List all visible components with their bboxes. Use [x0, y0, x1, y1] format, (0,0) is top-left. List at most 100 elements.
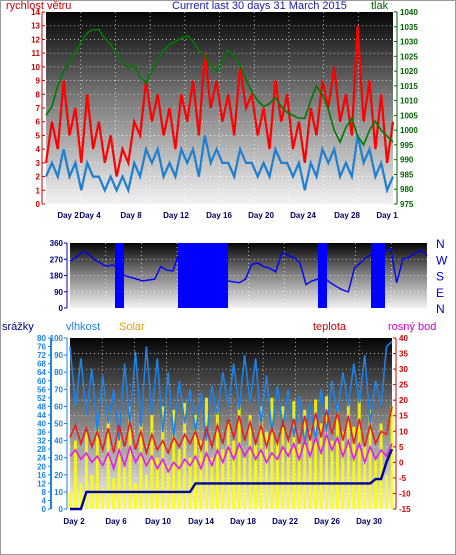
- vlhkost-tick-label: 70: [54, 385, 63, 394]
- solar-bar: [341, 432, 345, 509]
- srazky-tick-label: 12: [37, 479, 46, 488]
- solar-bar: [73, 440, 77, 509]
- day-tick-label: Day 12: [163, 211, 189, 220]
- solar-bar: [188, 457, 192, 509]
- pressure-tick-label: 1030: [400, 38, 418, 47]
- srazky-tick-label: 48: [37, 402, 46, 411]
- compass-label: N: [436, 302, 445, 316]
- srazky-tick-label: 80: [37, 334, 46, 343]
- vlhkost-tick-label: 10: [54, 488, 63, 497]
- day-tick-label: Day 6: [105, 517, 127, 526]
- day-tick-label: Day 30: [356, 517, 382, 526]
- teplota-label: teplota: [313, 321, 347, 333]
- vlhkost-tick-label: 80: [54, 368, 63, 377]
- vlhkost-tick-label: 100: [50, 334, 64, 343]
- pressure-tick-label: 1005: [400, 111, 418, 120]
- compass-label: N: [436, 237, 445, 251]
- compass-label: E: [436, 286, 444, 300]
- solar-bar: [84, 432, 88, 509]
- pressure-tick-label: 990: [400, 156, 414, 165]
- day-tick-label: Day 24: [290, 211, 316, 220]
- srazky-tick-label: 56: [37, 385, 46, 394]
- wind-tick-label: 9: [36, 77, 41, 86]
- pressure-tick-label: 980: [400, 185, 414, 194]
- solar-bar: [346, 402, 350, 509]
- solar-bar: [330, 440, 334, 509]
- srazky-tick-label: 52: [37, 394, 46, 403]
- wind-tick-label: 0: [36, 200, 41, 209]
- day-tick-label: Day 2: [63, 517, 85, 526]
- solar-bar: [374, 457, 378, 509]
- direction-flip-block: [371, 243, 385, 308]
- teplota-tick-label: 0: [399, 458, 404, 467]
- solar-bar: [368, 409, 372, 509]
- solar-bar: [357, 397, 361, 509]
- teplota-tick-label: 35: [399, 350, 408, 359]
- vlhkost-label: vlhkost: [66, 321, 101, 333]
- rain-line: [70, 448, 394, 511]
- wind-tick-label: 13: [31, 22, 40, 31]
- solar-bar: [133, 483, 137, 509]
- srazky-tick-label: 36: [37, 428, 46, 437]
- pressure-tick-label: 1015: [400, 82, 418, 91]
- wind-tick-label: 14: [31, 8, 40, 17]
- pressure-tick-label: 995: [400, 141, 414, 150]
- solar-bar: [112, 478, 116, 509]
- solar-bar: [286, 437, 290, 509]
- wind-gust-line: [44, 25, 395, 177]
- chart-title: Current last 30 days 31 March 2015: [172, 0, 347, 12]
- solar-bar: [101, 488, 105, 509]
- day-tick-label: Day 4: [79, 211, 101, 220]
- solar-bar: [335, 406, 339, 509]
- solar-bar: [379, 423, 383, 509]
- pressure-tick-label: 1020: [400, 67, 418, 76]
- pressure-tick-label: 1010: [400, 97, 418, 106]
- teplota-tick-label: -15: [399, 505, 411, 514]
- solar-label: Solar: [119, 321, 145, 333]
- srazky-tick-label: 32: [37, 437, 46, 446]
- solar-bar: [232, 440, 236, 509]
- teplota-tick-label: 5: [399, 443, 404, 452]
- solar-bar: [95, 423, 99, 509]
- solar-bar: [248, 414, 252, 509]
- solar-bar: [390, 406, 394, 509]
- solar-bar: [166, 466, 170, 509]
- solar-bar: [275, 440, 279, 509]
- wind-tick-label: 7: [36, 104, 41, 113]
- pressure-line: [45, 28, 394, 147]
- solar-bar: [106, 414, 110, 509]
- pressure-tick-label: 985: [400, 170, 414, 179]
- solar-bar: [183, 402, 187, 509]
- vlhkost-tick-label: 0: [59, 505, 64, 514]
- solar-bar: [325, 396, 329, 509]
- solar-bar: [199, 440, 203, 509]
- solar-bar: [221, 449, 225, 509]
- srazky-tick-label: 20: [37, 462, 46, 471]
- solar-bar: [385, 474, 389, 509]
- wind-tick-label: 1: [36, 186, 41, 195]
- vlhkost-tick-label: 50: [54, 420, 63, 429]
- srazky-label: srážky: [2, 321, 34, 333]
- solar-bar: [150, 414, 154, 509]
- srazky-tick-label: 28: [37, 445, 46, 454]
- wind-tick-label: 6: [36, 118, 41, 127]
- vlhkost-tick-label: 60: [54, 402, 63, 411]
- wind-speed-line: [44, 135, 395, 194]
- solar-bar: [177, 449, 181, 509]
- day-tick-label: Day 22: [272, 517, 298, 526]
- direction-tick-label: 360: [50, 239, 64, 248]
- solar-bar: [314, 399, 318, 509]
- solar-bar: [117, 432, 121, 509]
- day-tick-label: Day 2: [57, 211, 79, 220]
- day-tick-label: Day 1: [376, 211, 398, 220]
- pressure-tick-label: 1035: [400, 23, 418, 32]
- day-tick-label: Day 14: [188, 517, 214, 526]
- srazky-tick-label: 44: [37, 411, 46, 420]
- srazky-tick-label: 0: [42, 505, 47, 514]
- temperature-line: [69, 406, 393, 457]
- solar-bar: [308, 432, 312, 509]
- solar-bar: [281, 406, 285, 509]
- srazky-tick-label: 4: [42, 496, 47, 505]
- wind-tick-label: 3: [36, 159, 41, 168]
- teplota-tick-label: -5: [399, 474, 407, 483]
